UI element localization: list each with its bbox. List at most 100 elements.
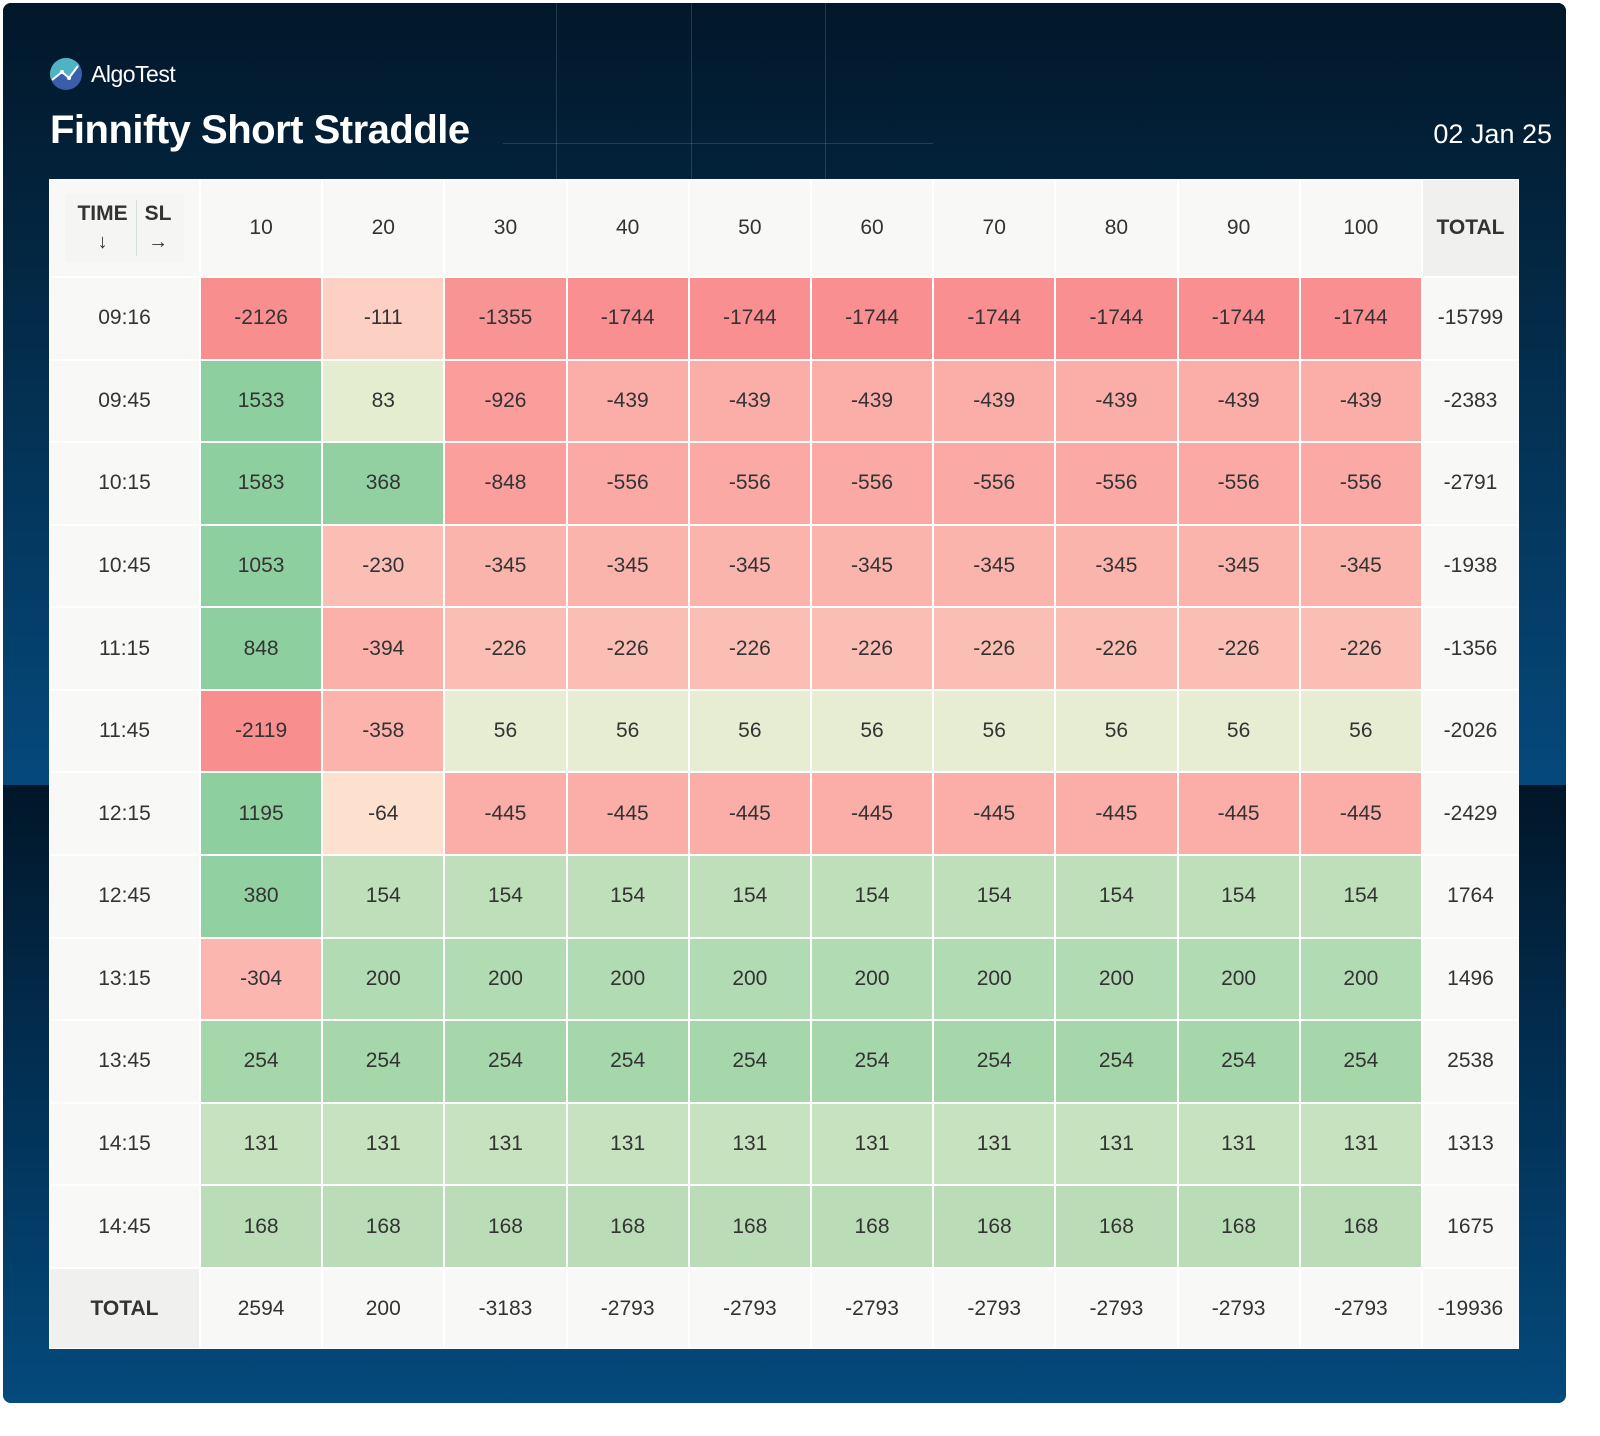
heatmap-cell: -439 (566, 359, 689, 443)
heatmap-cell: 200 (322, 937, 445, 1021)
heatmap-cell: -304 (200, 937, 323, 1021)
heatmap-cell: 154 (566, 855, 689, 938)
column-total-cell: -2793 (933, 1268, 1056, 1349)
heatmap-cell: 848 (200, 607, 323, 690)
time-row-label: 14:15 (49, 1102, 200, 1186)
heatmap-cell: -345 (810, 524, 934, 608)
sl-column-header: 100 (1299, 179, 1422, 277)
heatmap-cell: -445 (566, 772, 689, 856)
table-row: 11:15 848 -394 -226 -226 -226 -226 -226 -226 -226… (49, 607, 1519, 690)
heatmap-cell: -358 (322, 689, 445, 773)
table-row: 13:15 -304 200 200 200 200 200 200 200 200 200 1496 (49, 937, 1519, 1021)
sl-column-header: 40 (566, 179, 689, 277)
time-row-label: 12:15 (49, 772, 200, 856)
sl-column-header: 50 (688, 179, 811, 277)
time-row-label: 12:45 (49, 855, 200, 938)
heatmap-cell: -226 (688, 607, 811, 690)
table-row: 10:45 1053 -230 -345 -345 -345 -345 -345 -345 -34… (49, 524, 1519, 608)
heatmap-cell: 154 (1055, 855, 1178, 938)
brand-name: AlgoTest (91, 60, 176, 87)
time-row-label: 11:15 (49, 607, 200, 690)
heatmap-cell: -445 (810, 772, 934, 856)
heatmap-cell: 254 (566, 1020, 689, 1103)
heatmap-cell: 131 (1055, 1102, 1178, 1186)
heatmap-cell: -345 (444, 524, 567, 608)
heatmap-cell: -439 (933, 359, 1056, 443)
heatmap-cell: -1744 (810, 277, 934, 360)
heatmap-cell: -1744 (566, 277, 689, 360)
table-row: 12:45 380 154 154 154 154 154 154 154 154 154 1764 (49, 855, 1519, 938)
heatmap-cell: -926 (444, 359, 567, 443)
sl-column-header: 60 (810, 179, 934, 277)
heatmap-cell: 154 (1299, 855, 1422, 938)
heatmap-cell: 154 (688, 855, 811, 938)
heatmap-cell: -848 (444, 442, 567, 525)
heatmap-cell: 154 (322, 855, 445, 938)
heatmap-cell: -226 (933, 607, 1056, 690)
heatmap-cell: 56 (444, 689, 567, 773)
heatmap-cell: 168 (933, 1185, 1056, 1268)
time-row-label: 13:15 (49, 937, 200, 1021)
header-row: TIME ↓ SL → 10 20 30 40 50 60 70 80 90 100 TOTAL (49, 179, 1519, 277)
decorative-gridline (691, 3, 692, 183)
heatmap-cell: 254 (322, 1020, 445, 1103)
heatmap-cell: -445 (688, 772, 811, 856)
row-total-cell: 1496 (1422, 937, 1519, 1021)
heatmap-cell: 131 (933, 1102, 1056, 1186)
row-total-cell: -1356 (1422, 607, 1519, 690)
heatmap-cell: 168 (1299, 1185, 1422, 1268)
table-row: 13:45 254 254 254 254 254 254 254 254 254 254 2538 (49, 1020, 1519, 1103)
heatmap-cell: 168 (1055, 1185, 1178, 1268)
table-row: 10:15 1583 368 -848 -556 -556 -556 -556 -556 -556… (49, 442, 1519, 525)
heatmap-cell: 200 (810, 937, 934, 1021)
heatmap-cell: 168 (810, 1185, 934, 1268)
heatmap-cell: 168 (566, 1185, 689, 1268)
heatmap-cell: -394 (322, 607, 445, 690)
arrow-right-icon: → (148, 231, 169, 253)
column-totals-row: TOTAL 2594 200 -3183 -2793 -2793 -2793 -2793 -2… (49, 1268, 1519, 1349)
heatmap-cell: 154 (444, 855, 567, 938)
heatmap-cell: -445 (933, 772, 1056, 856)
heatmap-cell: -345 (688, 524, 811, 608)
heatmap-cell: 131 (200, 1102, 323, 1186)
heatmap-cell: -2119 (200, 689, 323, 773)
heatmap-cell: -556 (933, 442, 1056, 525)
time-row-label: 14:45 (49, 1185, 200, 1268)
heatmap-cell: -445 (1055, 772, 1178, 856)
row-total-cell: -1938 (1422, 524, 1519, 608)
heatmap-cell: -230 (322, 524, 445, 608)
arrow-down-icon: ↓ (97, 231, 108, 253)
sl-column-header: 80 (1055, 179, 1178, 277)
time-row-label: 09:16 (49, 277, 200, 360)
heatmap-cell: -556 (1299, 442, 1422, 525)
heatmap-cell: 200 (1177, 937, 1300, 1021)
heatmap-cell: 168 (1177, 1185, 1300, 1268)
heatmap-cell: 200 (444, 937, 567, 1021)
heatmap-cell: -226 (1055, 607, 1178, 690)
heatmap-table: TIME ↓ SL → 10 20 30 40 50 60 70 80 90 100 TOTAL 0… (49, 179, 1519, 1349)
heatmap-cell: -439 (1055, 359, 1178, 443)
heatmap-cell: 154 (1177, 855, 1300, 938)
heatmap-cell: -1744 (933, 277, 1056, 360)
heatmap-cell: -439 (688, 359, 811, 443)
heatmap-cell: -345 (566, 524, 689, 608)
heatmap-cell: -64 (322, 772, 445, 856)
heatmap-cell: 154 (933, 855, 1056, 938)
column-total-cell: -2793 (688, 1268, 811, 1349)
table-row: 11:45 -2119 -358 56 56 56 56 56 56 56 56 -2026 (49, 689, 1519, 773)
algotest-logo-icon (50, 58, 82, 90)
row-total-cell: 1675 (1422, 1185, 1519, 1268)
heatmap-cell: 154 (810, 855, 934, 938)
heatmap-cell: -556 (1055, 442, 1178, 525)
heatmap-cell: -2126 (200, 277, 323, 360)
row-total-cell: -2429 (1422, 772, 1519, 856)
heatmap-cell: 131 (688, 1102, 811, 1186)
heatmap-cell: -556 (810, 442, 934, 525)
heatmap-cell: 200 (933, 937, 1056, 1021)
heatmap-cell: -111 (322, 277, 445, 360)
report-date: 02 Jan 25 (1433, 119, 1552, 149)
column-total-cell: 200 (322, 1268, 445, 1349)
heatmap-cell: 56 (933, 689, 1056, 773)
heatmap-cell: -556 (1177, 442, 1300, 525)
heatmap-cell: 131 (1177, 1102, 1300, 1186)
